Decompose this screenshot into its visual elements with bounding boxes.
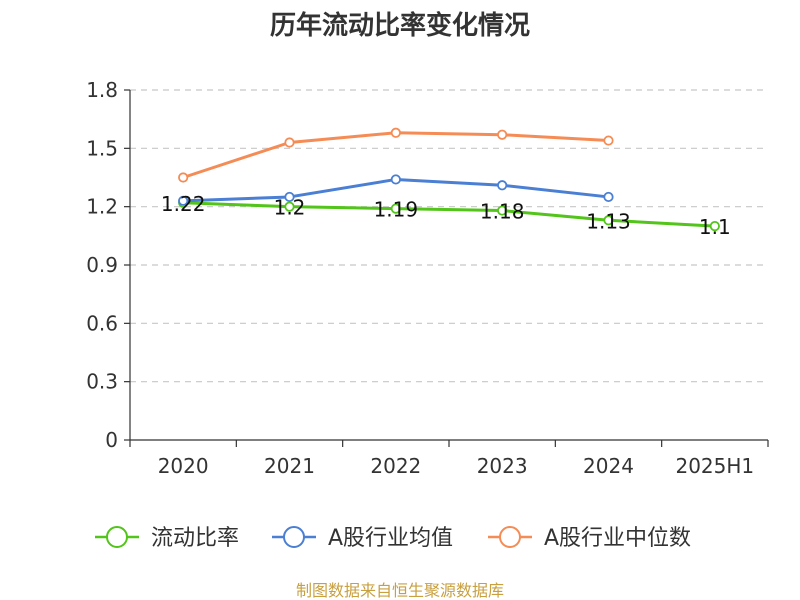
legend-marker — [283, 526, 305, 548]
data-point — [390, 127, 401, 138]
data-point — [603, 215, 614, 226]
legend-marker — [106, 526, 128, 548]
x-tick-label: 2024 — [583, 454, 634, 478]
data-label: 1.19 — [374, 198, 419, 222]
data-point — [284, 201, 295, 212]
data-label: 1.22 — [161, 192, 206, 216]
data-point — [390, 203, 401, 214]
data-point — [178, 172, 189, 183]
legend-label: A股行业中位数 — [544, 526, 691, 551]
data-point — [497, 205, 508, 216]
chart-title: 历年流动比率变化情况 — [270, 10, 530, 41]
data-point — [284, 137, 295, 148]
y-tick-label: 0.9 — [86, 253, 118, 277]
data-point — [603, 135, 614, 146]
data-point — [390, 174, 401, 185]
legend-marker — [499, 526, 521, 548]
y-tick-label: 0.6 — [86, 311, 118, 335]
grid — [130, 89, 768, 383]
y-tick-label: 1.8 — [86, 78, 118, 102]
y-tick-label: 1.5 — [86, 136, 118, 160]
axes: 0 0.3 0.6 0.9 1.2 1.5 1.8 2020 2021 2022 2023 2024 2… — [86, 78, 769, 478]
source-note: 制图数据来自恒生聚源数据库 — [296, 581, 504, 600]
data-point — [284, 191, 295, 203]
y-tick-label: 0.3 — [86, 370, 118, 394]
y-tick-label: 0 — [105, 428, 118, 452]
data-point — [178, 195, 189, 206]
series-line — [182, 131, 609, 179]
data-labels: 1.22 1.2 1.19 1.18 1.13 1.1 — [161, 192, 731, 239]
legend-label: A股行业均值 — [328, 526, 453, 551]
x-tick-label: 2023 — [477, 454, 528, 478]
legend: 流动比率 A股行业均值 A股行业中位数 — [95, 526, 691, 551]
data-point — [497, 180, 508, 191]
series-line — [183, 201, 715, 228]
data-label: 1.18 — [480, 200, 525, 224]
data-point — [497, 129, 508, 140]
x-tick-label: 2021 — [264, 454, 315, 478]
legend-label: 流动比率 — [151, 526, 239, 551]
series-group — [178, 127, 720, 232]
data-label: 1.2 — [274, 196, 306, 220]
data-label: 1.1 — [699, 215, 731, 239]
y-tick-label: 1.2 — [86, 195, 118, 219]
data-label: 1.13 — [586, 209, 631, 233]
data-point — [709, 221, 720, 232]
data-point — [603, 191, 614, 203]
x-tick-label: 2022 — [370, 454, 421, 478]
x-tick-label: 2025H1 — [675, 454, 754, 478]
x-tick-label: 2020 — [158, 454, 209, 478]
